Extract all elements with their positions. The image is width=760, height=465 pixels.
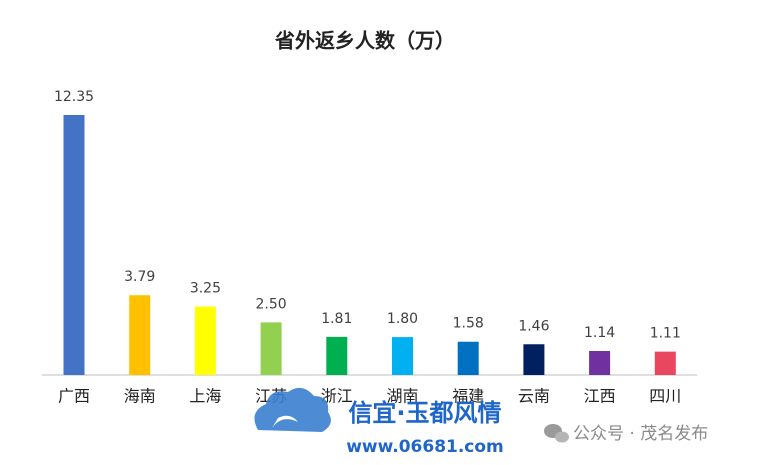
bar (654, 351, 676, 375)
chart-title: 省外返乡人数（万） (274, 29, 455, 53)
value-label: 1.46 (518, 318, 549, 334)
x-tick-label: 浙江 (321, 387, 353, 406)
value-label: 3.79 (124, 269, 155, 285)
bar (589, 351, 611, 375)
x-tick-label: 湖南 (386, 387, 418, 406)
x-tick-label: 广西 (58, 387, 90, 406)
watermark-logo (254, 387, 331, 432)
bar (260, 322, 282, 375)
bar (457, 341, 479, 375)
watermark-site-url: www.06681.com (346, 437, 504, 457)
bar (194, 306, 216, 375)
value-label: 3.25 (190, 281, 221, 297)
value-label: 2.50 (256, 296, 287, 312)
value-label: 1.11 (650, 326, 681, 342)
value-label: 1.58 (453, 316, 484, 332)
x-tick-label: 福建 (452, 387, 484, 406)
value-label: 1.80 (387, 311, 418, 327)
watermark-account: 公众号 · 茂名发布 (573, 424, 708, 444)
value-label: 1.81 (321, 311, 352, 327)
value-label: 12.35 (54, 89, 94, 105)
watermark-site-name: 信宜·玉都风情 (348, 399, 501, 427)
x-tick-label: 海南 (124, 387, 156, 406)
bar (326, 336, 348, 375)
bar (129, 295, 151, 375)
bar (523, 344, 545, 375)
x-tick-label: 上海 (189, 387, 221, 406)
x-tick-label: 云南 (518, 387, 550, 406)
bar (63, 115, 85, 375)
x-tick-label: 四川 (649, 387, 681, 406)
x-tick-label: 江西 (584, 387, 616, 406)
value-label: 1.14 (584, 325, 615, 341)
wechat-icon (544, 424, 569, 443)
bar (392, 337, 413, 375)
